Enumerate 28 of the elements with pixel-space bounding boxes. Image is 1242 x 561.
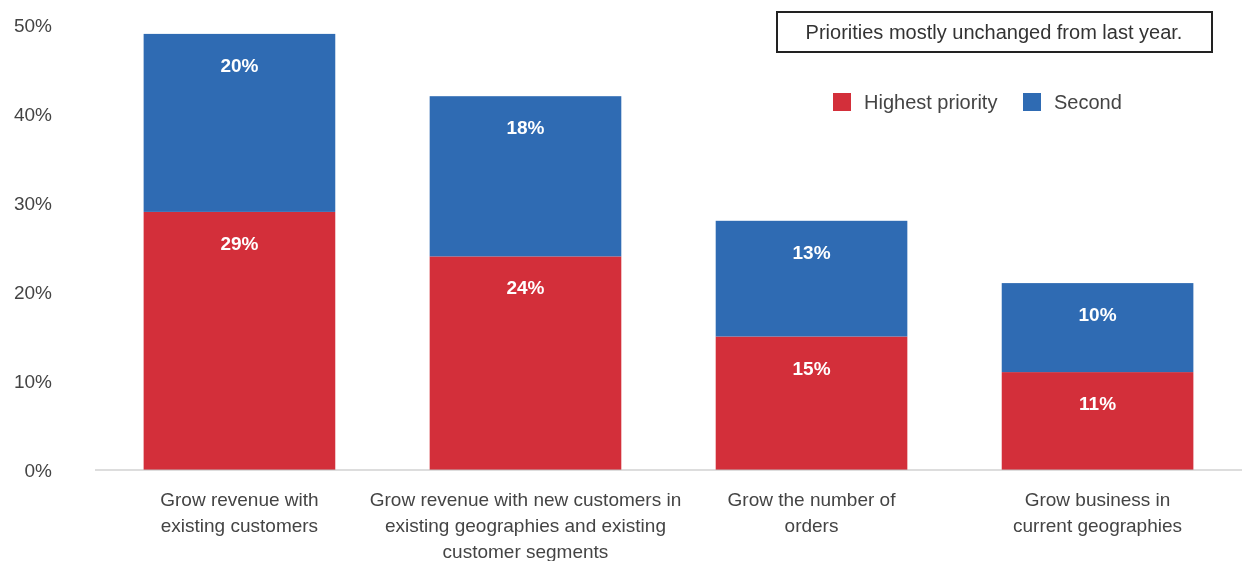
bar (1001, 372, 1194, 470)
bar (715, 336, 908, 470)
data-label: 10% (1078, 304, 1117, 326)
y-tick-label: 40% (13, 103, 53, 125)
data-label: 18% (506, 117, 545, 139)
x-tick-label: Grow business in current geographies (1013, 489, 1183, 536)
x-tick-label: Grow revenue with existing customers (160, 489, 319, 536)
bar (143, 211, 336, 470)
y-tick-label: 30% (13, 192, 53, 214)
data-label: 20% (220, 54, 259, 76)
legend-label: Highest priority (864, 91, 998, 113)
bar (429, 256, 622, 470)
data-label: 13% (792, 241, 831, 263)
bar (429, 96, 622, 257)
data-label: 29% (220, 232, 259, 254)
data-label: 24% (506, 277, 545, 299)
x-tick-label: Grow the number of orders (727, 489, 897, 536)
y-tick-label: 10% (13, 370, 53, 392)
y-tick-label: 20% (13, 281, 53, 303)
bar (1001, 283, 1194, 373)
annotation: Priorities mostly unchanged from last year. (805, 21, 1183, 43)
y-tick-label: 0% (24, 459, 53, 481)
bar (715, 220, 908, 337)
data-label: 15% (792, 357, 831, 379)
data-label: 11% (1079, 393, 1117, 415)
bar (143, 33, 336, 212)
y-tick-label: 50% (13, 14, 53, 36)
legend-label: Second (1054, 91, 1122, 113)
